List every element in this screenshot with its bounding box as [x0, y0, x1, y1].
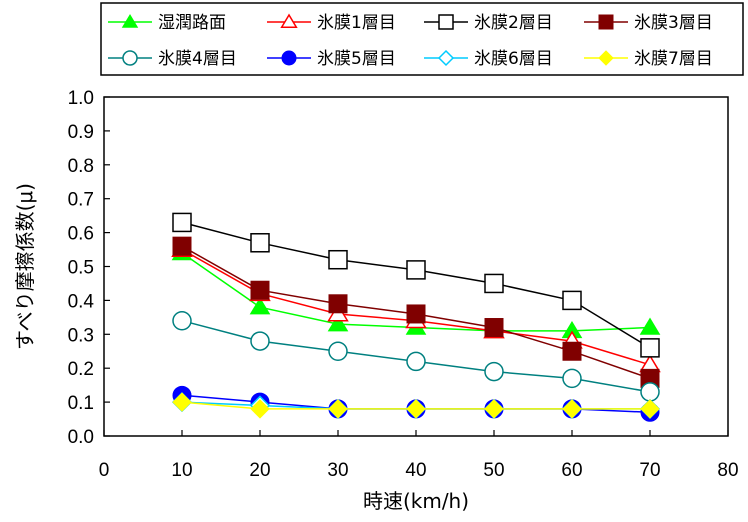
- data-point: [406, 304, 426, 324]
- data-point: [250, 233, 270, 253]
- data-point: [172, 212, 192, 233]
- data-point: [484, 361, 504, 382]
- x-tick-label: 20: [249, 460, 270, 481]
- data-point: [562, 399, 582, 419]
- data-point: [328, 249, 348, 270]
- data-point: [406, 260, 426, 280]
- data-point: [562, 290, 582, 311]
- y-tick-label: 0.6: [68, 224, 94, 245]
- legend-item: 氷膜3層目: [584, 13, 713, 33]
- legend-marker: [598, 14, 614, 30]
- data-point: [640, 338, 660, 358]
- data-point: [562, 341, 582, 361]
- x-tick-label: 70: [639, 460, 660, 481]
- data-point: [406, 399, 426, 419]
- series-5: [172, 310, 660, 402]
- legend-label: 氷膜1層目: [317, 13, 396, 33]
- data-point: [328, 294, 348, 314]
- legend-item: 湿潤路面: [108, 13, 226, 33]
- data-point: [406, 351, 426, 372]
- legend-label: 氷膜6層目: [474, 49, 553, 69]
- legend-item: 氷膜7層目: [584, 49, 713, 69]
- data-point: [250, 331, 270, 351]
- x-tick-label: 30: [327, 460, 348, 481]
- legend-marker: [121, 14, 139, 28]
- legend-label: 湿潤路面: [158, 13, 226, 33]
- x-tick-label: 50: [483, 460, 504, 481]
- axes: 0.0 0.1 0.2 0.3 0.4 0.5 0.6 0.7 0.8 0.9 1.0 0 10 20 30…: [68, 88, 739, 481]
- series-4: [172, 236, 660, 388]
- legend-marker: [438, 14, 454, 30]
- y-axis-title: すべり摩擦係数(μ): [13, 183, 37, 350]
- data-point: [172, 236, 192, 256]
- data-point: [484, 273, 504, 294]
- data-point: [250, 280, 270, 300]
- data-point: [328, 341, 348, 361]
- data-point: [250, 399, 270, 419]
- x-tick-label: 80: [717, 460, 738, 481]
- series-layer: [171, 212, 661, 422]
- y-tick-label: 0.3: [68, 325, 94, 346]
- y-tick-label: 0.7: [68, 190, 94, 211]
- legend-marker: [281, 50, 297, 66]
- data-point: [562, 368, 582, 389]
- x-axis-title: 時速(km/h): [363, 489, 469, 513]
- data-point: [172, 392, 192, 412]
- x-tick-label: 10: [171, 460, 192, 481]
- legend-marker: [122, 50, 138, 66]
- x-tick-label: 40: [405, 460, 426, 481]
- y-tick-label: 0.2: [68, 359, 94, 380]
- legend-label: 氷膜2層目: [474, 13, 553, 33]
- y-tick-label: 0.5: [68, 258, 94, 279]
- legend-label: 氷膜5層目: [317, 49, 396, 69]
- data-point: [327, 314, 349, 332]
- legend-label: 氷膜4層目: [158, 49, 237, 69]
- series-8: [172, 392, 660, 419]
- legend-marker: [598, 50, 614, 66]
- data-point: [484, 318, 504, 338]
- legend-marker: [437, 49, 455, 67]
- data-point: [640, 399, 660, 419]
- y-tick-label: 1.0: [68, 88, 94, 109]
- legend-item: 氷膜6層目: [424, 49, 553, 69]
- data-point: [172, 310, 192, 331]
- x-tick-label: 60: [561, 460, 582, 481]
- data-point: [639, 317, 661, 335]
- legend-label: 氷膜3層目: [634, 13, 713, 33]
- data-point: [249, 297, 271, 315]
- series-3: [172, 212, 660, 358]
- y-tick-label: 0.9: [68, 122, 94, 143]
- legend-item: 氷膜5層目: [267, 49, 396, 69]
- data-point: [640, 382, 660, 402]
- legend-item: 氷膜4層目: [108, 49, 237, 69]
- legend-marker: [280, 13, 298, 28]
- y-tick-label: 0.4: [68, 291, 95, 312]
- data-point: [328, 399, 348, 419]
- y-tick-label: 0.8: [68, 156, 94, 177]
- y-tick-label: 0.0: [68, 427, 94, 448]
- legend-box: [100, 2, 744, 76]
- data-point: [484, 399, 504, 419]
- legend-item: 氷膜2層目: [424, 13, 553, 33]
- y-tick-label: 0.1: [68, 393, 94, 414]
- legend-item: 氷膜1層目: [267, 13, 396, 33]
- x-tick-label: 0: [99, 460, 110, 481]
- legend-label: 氷膜7層目: [634, 49, 713, 69]
